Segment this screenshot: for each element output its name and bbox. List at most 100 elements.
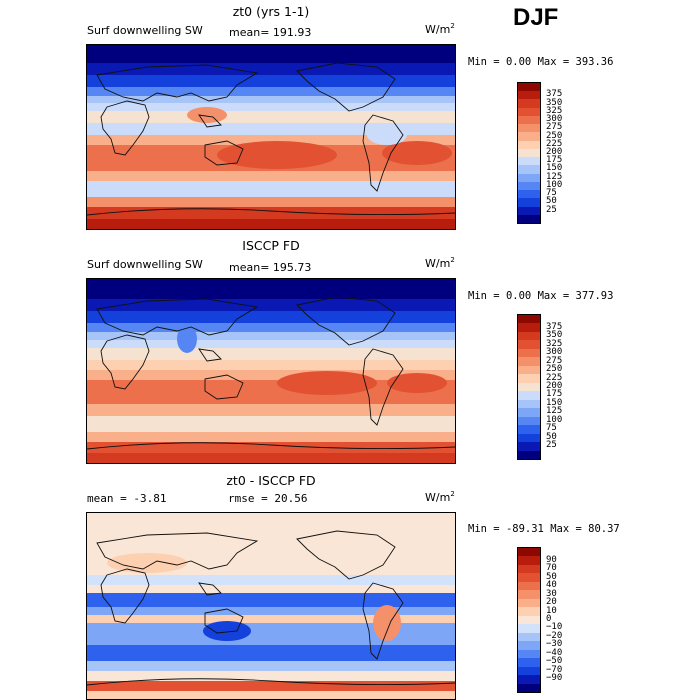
blob-maritime xyxy=(187,107,227,123)
colorbar-swatch xyxy=(518,315,540,324)
colorbar-tick-label: 90 xyxy=(546,554,557,565)
band-north-3 xyxy=(87,87,455,96)
continent-africa xyxy=(100,568,150,624)
band-south-pos xyxy=(87,615,455,623)
panel3-map-svg xyxy=(87,513,455,699)
panel1-max-label: Max = xyxy=(537,56,570,68)
continent-south-america xyxy=(362,114,404,192)
band-north-4 xyxy=(87,332,455,340)
continent-africa xyxy=(100,100,150,156)
panel3-mean-value: -3.81 xyxy=(133,492,167,505)
continent-australia xyxy=(204,608,244,634)
panel1-title: zt0 (yrs 1-1) xyxy=(232,4,310,19)
coastlines xyxy=(87,530,455,686)
band-arctic xyxy=(87,279,455,299)
colorbar-swatch xyxy=(518,564,540,574)
panel2-units-text: W/m xyxy=(425,257,451,270)
band-antarctic-1 xyxy=(87,442,455,453)
band-north-5 xyxy=(87,340,455,348)
band-itcz-edge xyxy=(87,607,455,615)
band-south-4 xyxy=(87,197,455,207)
colorbar-swatch xyxy=(518,416,540,426)
colorbar-swatch xyxy=(518,91,540,100)
panel3-mean-label: mean = xyxy=(87,492,127,505)
colorbar-tick-label: 275 xyxy=(546,355,563,366)
colorbar-swatch xyxy=(518,581,540,591)
panel1-map xyxy=(86,44,456,230)
continent-antarctica xyxy=(87,442,455,450)
band-south-neg xyxy=(87,623,455,645)
band-south-1 xyxy=(87,135,455,145)
panel1-minmax: Min = 0.00 Max = 393.36 xyxy=(468,56,613,68)
colorbar-tick-label: 225 xyxy=(546,138,563,149)
colorbar-tick-label: 125 xyxy=(546,406,563,417)
colorbar-swatch xyxy=(518,632,540,642)
colorbar-tick-label: 275 xyxy=(546,122,563,133)
panel1-mean-label: mean= xyxy=(229,26,270,39)
colorbar-tick-label: 250 xyxy=(546,364,563,375)
band-north-2 xyxy=(87,75,455,87)
panel3-rmse: rmse = 20.56 xyxy=(228,492,308,505)
colorbar-swatch xyxy=(518,206,540,215)
colorbar-tick-label: 175 xyxy=(546,389,563,400)
band-antarctic-2 xyxy=(87,219,455,229)
colorbar-tick-label: 20 xyxy=(546,597,557,608)
panel2-mean-label: mean= xyxy=(229,261,270,274)
colorbar-tick-label: 325 xyxy=(546,338,563,349)
colorbar-swatch xyxy=(518,348,540,358)
panel2-map xyxy=(86,278,456,464)
colorbar-tick-label: 0 xyxy=(546,614,552,624)
colorbar-swatch xyxy=(518,115,540,125)
panel1-mean: mean= 191.93 xyxy=(229,26,311,39)
colorbar-tick-label: 350 xyxy=(546,330,563,341)
colorbar-swatch xyxy=(518,181,540,191)
band-itcz-neg xyxy=(87,593,455,607)
colorbar-tick-label: 375 xyxy=(546,89,563,100)
band-antarctic-1 xyxy=(87,207,455,219)
blob-australia-neg xyxy=(203,621,251,641)
band-antarctic-2 xyxy=(87,453,455,463)
colorbar-tick-label: −40 xyxy=(546,647,563,658)
colorbar-tick-label: 40 xyxy=(546,580,557,591)
colorbar-swatch xyxy=(518,666,540,676)
band-itcz xyxy=(87,360,455,370)
band-south-4 xyxy=(87,432,455,442)
colorbar-swatch xyxy=(518,615,540,625)
colorbar-tick-label: 225 xyxy=(546,372,563,383)
panel2-minmax: Min = 0.00 Max = 377.93 xyxy=(468,290,613,302)
colorbar-swatch xyxy=(518,340,540,349)
colorbar-swatch xyxy=(518,408,540,417)
band-north-1 xyxy=(87,63,455,75)
colorbar-swatch xyxy=(518,382,540,392)
continent-north-america xyxy=(296,296,396,346)
colorbar-swatch xyxy=(518,124,540,133)
colorbar-tick-label: 200 xyxy=(546,381,563,391)
panel3-rmse-label: rmse = xyxy=(228,492,268,505)
colorbar-tick-label: 250 xyxy=(546,130,563,141)
band-north-1 xyxy=(87,299,455,311)
panel3-max-label: Max = xyxy=(550,523,582,535)
continent-south-america xyxy=(362,348,404,426)
continent-australia xyxy=(204,374,244,400)
colorbar-tick-label: 375 xyxy=(546,321,563,332)
band-southern-ocean xyxy=(87,645,455,661)
blob-himalaya xyxy=(177,325,197,353)
colorbar-swatch xyxy=(518,331,540,341)
colorbar-swatch xyxy=(518,683,540,692)
colorbar-swatch xyxy=(518,107,540,116)
band-south-1 xyxy=(87,370,455,380)
panel2-colorbar xyxy=(517,314,541,460)
band-subtropic-n xyxy=(87,348,455,360)
colorbar-swatch xyxy=(518,99,540,108)
band-arctic xyxy=(87,45,455,63)
panel2-mean: mean= 195.73 xyxy=(229,261,311,274)
band-south-3 xyxy=(87,404,455,416)
colorbar-swatch xyxy=(518,641,540,650)
colorbar-tick-label: −10 xyxy=(546,622,563,633)
colorbar-tick-label: 75 xyxy=(546,423,557,434)
blob-asia-pos xyxy=(107,553,187,573)
band-subpolar xyxy=(87,671,455,681)
colorbar-swatch xyxy=(518,391,540,400)
coastlines xyxy=(87,62,455,216)
blob-pacific xyxy=(217,141,337,169)
